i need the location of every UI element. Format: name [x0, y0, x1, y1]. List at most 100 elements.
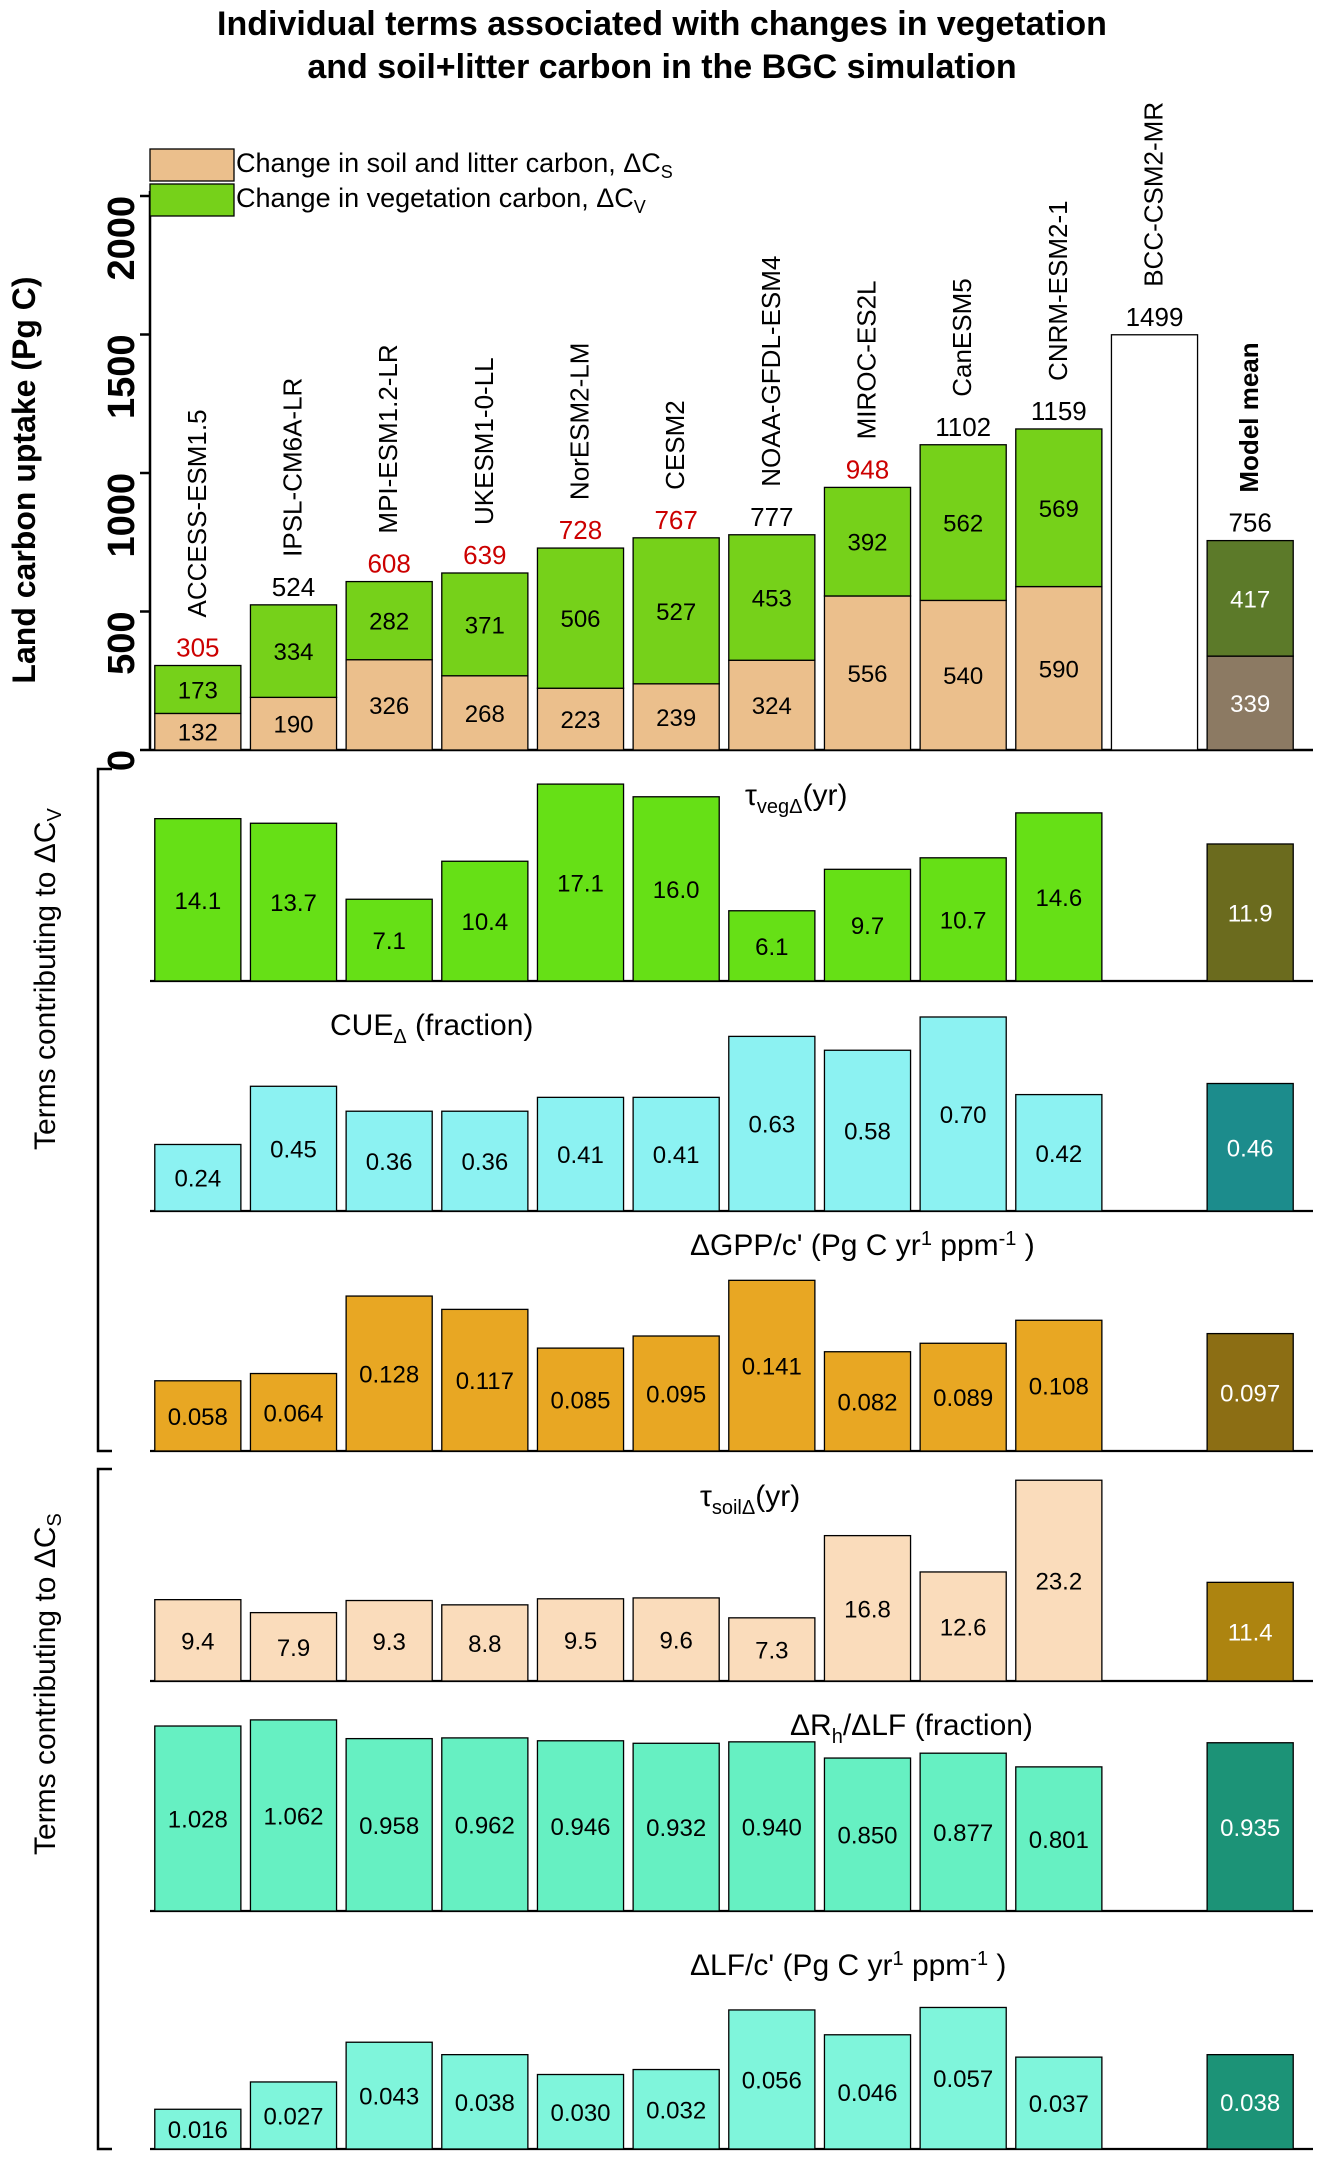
- svg-text:223: 223: [560, 707, 600, 734]
- svg-text:0.082: 0.082: [837, 1389, 897, 1416]
- svg-text:0.24: 0.24: [174, 1166, 221, 1193]
- svg-text:0.962: 0.962: [455, 1812, 515, 1839]
- svg-text:Terms contributing to ΔCV: Terms contributing to ΔCV: [29, 808, 66, 1151]
- svg-text:NorESM2-LM: NorESM2-LM: [565, 343, 595, 500]
- svg-text:12.6: 12.6: [940, 1614, 987, 1641]
- svg-text:0.801: 0.801: [1029, 1827, 1089, 1854]
- svg-text:Individual terms associated wi: Individual terms associated with changes…: [217, 5, 1107, 43]
- svg-text:0.128: 0.128: [359, 1362, 419, 1389]
- svg-text:268: 268: [465, 701, 505, 728]
- svg-text:1159: 1159: [1031, 396, 1087, 426]
- svg-text:239: 239: [656, 705, 696, 732]
- svg-text:767: 767: [654, 505, 697, 535]
- svg-text:324: 324: [752, 693, 792, 720]
- svg-text:7.9: 7.9: [277, 1635, 310, 1662]
- svg-text:10.4: 10.4: [461, 909, 508, 936]
- svg-text:728: 728: [559, 515, 602, 545]
- svg-text:7.1: 7.1: [372, 928, 405, 955]
- svg-text:0.850: 0.850: [837, 1823, 897, 1850]
- svg-text:590: 590: [1039, 656, 1079, 683]
- svg-text:IPSL-CM6A-LR: IPSL-CM6A-LR: [278, 378, 308, 557]
- svg-text:16.8: 16.8: [844, 1596, 891, 1623]
- svg-text:556: 556: [847, 661, 887, 688]
- svg-text:9.5: 9.5: [564, 1628, 597, 1655]
- svg-text:0.41: 0.41: [653, 1142, 700, 1169]
- svg-text:0.63: 0.63: [748, 1112, 795, 1139]
- svg-text:506: 506: [560, 606, 600, 633]
- svg-text:0.141: 0.141: [742, 1354, 802, 1381]
- svg-text:13.7: 13.7: [270, 890, 317, 917]
- svg-text:BCC-CSM2-MR: BCC-CSM2-MR: [1139, 102, 1169, 287]
- svg-text:540: 540: [943, 663, 983, 690]
- svg-text:1.062: 1.062: [263, 1803, 323, 1830]
- svg-text:0.046: 0.046: [837, 2080, 897, 2107]
- svg-text:0.36: 0.36: [461, 1149, 508, 1176]
- svg-text:0.058: 0.058: [168, 1404, 228, 1431]
- svg-text:305: 305: [176, 633, 219, 663]
- svg-text:0.58: 0.58: [844, 1119, 891, 1146]
- svg-text:0.117: 0.117: [456, 1368, 514, 1395]
- svg-text:371: 371: [465, 612, 505, 639]
- svg-text:1000: 1000: [101, 473, 143, 558]
- svg-text:0.41: 0.41: [557, 1142, 604, 1169]
- svg-text:0.932: 0.932: [646, 1815, 706, 1842]
- svg-text:0.056: 0.056: [742, 2067, 802, 2094]
- svg-text:173: 173: [178, 677, 218, 704]
- svg-text:0.45: 0.45: [270, 1137, 317, 1164]
- svg-text:0.064: 0.064: [263, 1400, 323, 1427]
- svg-text:0.70: 0.70: [940, 1102, 987, 1129]
- svg-text:190: 190: [273, 712, 313, 739]
- svg-text:2000: 2000: [101, 196, 143, 281]
- svg-text:14.1: 14.1: [174, 888, 221, 915]
- svg-text:0.030: 0.030: [550, 2100, 610, 2127]
- svg-text:0.016: 0.016: [168, 2117, 228, 2144]
- svg-text:608: 608: [367, 549, 410, 579]
- svg-text:9.7: 9.7: [851, 913, 884, 940]
- svg-text:777: 777: [750, 502, 793, 532]
- svg-text:0.095: 0.095: [646, 1382, 706, 1409]
- svg-text:14.6: 14.6: [1035, 885, 1082, 912]
- svg-text:0.027: 0.027: [263, 2103, 323, 2130]
- svg-text:500: 500: [101, 612, 143, 675]
- svg-text:0.935: 0.935: [1220, 1815, 1280, 1842]
- svg-text:11.9: 11.9: [1228, 900, 1273, 927]
- svg-text:569: 569: [1039, 496, 1079, 523]
- svg-text:CanESM5: CanESM5: [947, 278, 977, 396]
- svg-text:NOAA-GFDL-ESM4: NOAA-GFDL-ESM4: [756, 256, 786, 487]
- svg-text:0.36: 0.36: [366, 1149, 413, 1176]
- svg-text:132: 132: [178, 720, 218, 747]
- svg-text:392: 392: [847, 530, 887, 557]
- svg-text:ΔLF/c' (Pg C yr1 ppm-1 ): ΔLF/c' (Pg C yr1 ppm-1 ): [690, 1948, 1006, 1982]
- svg-text:CESM2: CESM2: [660, 400, 690, 490]
- svg-text:0.038: 0.038: [1220, 2090, 1280, 2117]
- svg-text:0.108: 0.108: [1029, 1374, 1089, 1401]
- svg-text:527: 527: [656, 599, 696, 626]
- svg-text:23.2: 23.2: [1035, 1569, 1082, 1596]
- svg-text:0.46: 0.46: [1227, 1135, 1274, 1162]
- svg-text:17.1: 17.1: [557, 871, 604, 898]
- svg-text:9.6: 9.6: [659, 1627, 692, 1654]
- svg-text:ΔGPP/c' (Pg C yr1 ppm-1 ): ΔGPP/c' (Pg C yr1 ppm-1 ): [690, 1228, 1035, 1262]
- svg-text:Terms contributing to ΔCS: Terms contributing to ΔCS: [29, 1513, 66, 1855]
- svg-text:ACCESS-ESM1.5: ACCESS-ESM1.5: [182, 409, 212, 617]
- svg-text:453: 453: [752, 586, 792, 613]
- svg-text:0.043: 0.043: [359, 2084, 419, 2111]
- svg-text:339: 339: [1230, 691, 1270, 718]
- svg-text:524: 524: [272, 572, 315, 602]
- svg-text:CNRM-ESM2-1: CNRM-ESM2-1: [1043, 200, 1073, 381]
- svg-text:0.877: 0.877: [933, 1820, 993, 1847]
- svg-text:9.4: 9.4: [181, 1628, 214, 1655]
- svg-text:0.089: 0.089: [933, 1385, 993, 1412]
- svg-text:MPI-ESM1.2-LR: MPI-ESM1.2-LR: [373, 344, 403, 533]
- svg-text:562: 562: [943, 511, 983, 538]
- svg-text:Land carbon uptake (Pg C): Land carbon uptake (Pg C): [6, 276, 42, 683]
- svg-text:0.946: 0.946: [550, 1814, 610, 1841]
- svg-text:1.028: 1.028: [168, 1807, 228, 1834]
- svg-text:0.958: 0.958: [359, 1813, 419, 1840]
- svg-text:0.037: 0.037: [1029, 2091, 1089, 2118]
- svg-text:1500: 1500: [101, 335, 143, 420]
- svg-text:0.940: 0.940: [742, 1814, 802, 1841]
- svg-text:8.8: 8.8: [468, 1631, 501, 1658]
- svg-text:Change in vegetation carbon, Δ: Change in vegetation carbon, ΔCV: [236, 183, 646, 217]
- svg-text:9.3: 9.3: [372, 1629, 405, 1656]
